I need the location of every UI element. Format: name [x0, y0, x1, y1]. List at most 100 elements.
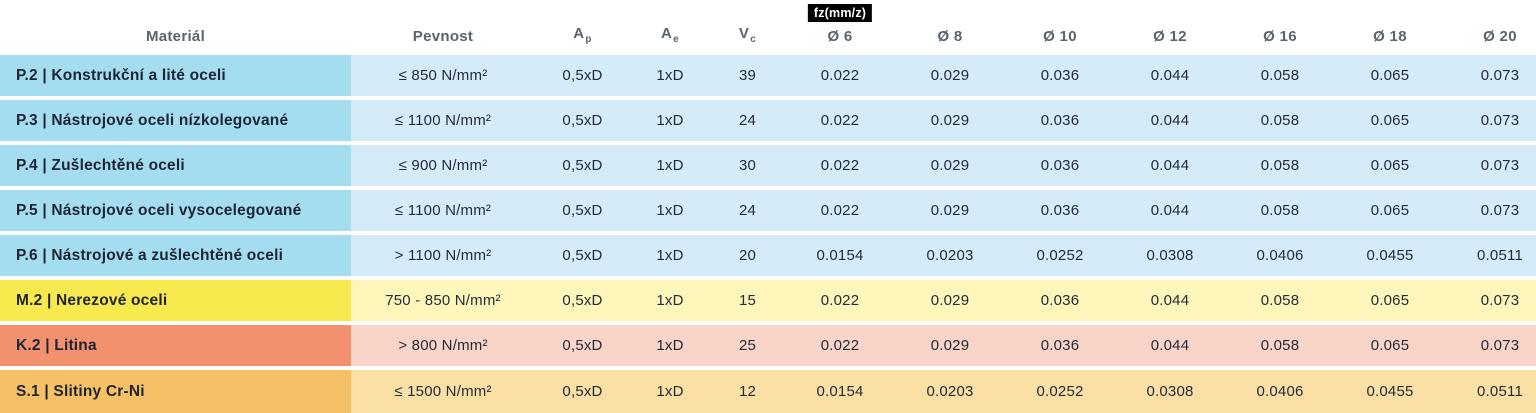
ae-cell: 1xD — [630, 190, 710, 231]
fz-cell-d16: 0.058 — [1225, 190, 1335, 231]
fz-cell-d20: 0.0511 — [1445, 235, 1536, 276]
col-header-d18: Ø 18 — [1373, 28, 1407, 45]
table-row: M.2 | Nerezové oceli 750 - 850 N/mm² 0,5… — [0, 280, 1536, 321]
material-cell: P.2 | Konstrukční a lité oceli — [0, 55, 351, 96]
fz-cell-d16: 0.058 — [1225, 280, 1335, 321]
pevnost-cell: 750 - 850 N/mm² — [351, 280, 535, 321]
fz-cell-d8: 0.029 — [895, 100, 1005, 141]
fz-cell-d12: 0.044 — [1115, 190, 1225, 231]
ap-cell: 0,5xD — [535, 280, 630, 321]
col-header-d12: Ø 12 — [1153, 28, 1187, 45]
vc-cell: 24 — [710, 190, 785, 231]
ap-label: A — [573, 25, 585, 42]
pevnost-cell: ≤ 1100 N/mm² — [351, 190, 535, 231]
fz-cell-d6: 0.022 — [785, 325, 895, 366]
material-cell: P.6 | Nástrojové a zušlechtěné oceli — [0, 235, 351, 276]
pevnost-cell: ≤ 900 N/mm² — [351, 145, 535, 186]
fz-cell-d20: 0.073 — [1445, 55, 1536, 96]
table-body: P.2 | Konstrukční a lité oceli ≤ 850 N/m… — [0, 55, 1536, 413]
vc-label: V — [738, 25, 750, 42]
fz-cell-d20: 0.073 — [1445, 145, 1536, 186]
ap-cell: 0,5xD — [535, 190, 630, 231]
col-header-d16: Ø 16 — [1263, 28, 1297, 45]
ap-subscript: p — [585, 34, 592, 45]
pevnost-cell: > 1100 N/mm² — [351, 235, 535, 276]
fz-cell-d18: 0.065 — [1335, 190, 1445, 231]
table-row: P.6 | Nástrojové a zušlechtěné oceli > 1… — [0, 235, 1536, 276]
vc-cell: 24 — [710, 100, 785, 141]
fz-cell-d6: 0.0154 — [785, 370, 895, 413]
col-header-material: Materiál — [145, 28, 206, 45]
material-cell: K.2 | Litina — [0, 325, 351, 366]
material-cell: S.1 | Slitiny Cr-Ni — [0, 370, 351, 413]
fz-cell-d10: 0.036 — [1005, 190, 1115, 231]
fz-cell-d8: 0.0203 — [895, 235, 1005, 276]
fz-cell-d10: 0.0252 — [1005, 370, 1115, 413]
col-header-d6: fz(mm/z) Ø 6 — [785, 0, 895, 55]
fz-cell-d12: 0.0308 — [1115, 370, 1225, 413]
fz-cell-d18: 0.065 — [1335, 100, 1445, 141]
table-header-row: Materiál Pevnost Ap Ae Vc fz(mm/z) Ø 6 Ø… — [0, 0, 1536, 55]
fz-cell-d16: 0.0406 — [1225, 235, 1335, 276]
ae-cell: 1xD — [630, 280, 710, 321]
fz-cell-d6: 0.022 — [785, 55, 895, 96]
fz-cell-d20: 0.073 — [1445, 190, 1536, 231]
ae-cell: 1xD — [630, 100, 710, 141]
ap-cell: 0,5xD — [535, 100, 630, 141]
fz-cell-d12: 0.044 — [1115, 100, 1225, 141]
fz-cell-d18: 0.065 — [1335, 55, 1445, 96]
ae-label: A — [660, 25, 673, 42]
fz-cell-d18: 0.0455 — [1335, 370, 1445, 413]
d6-label: Ø 6 — [827, 28, 853, 45]
fz-cell-d12: 0.0308 — [1115, 235, 1225, 276]
fz-cell-d20: 0.073 — [1445, 100, 1536, 141]
table-row: P.3 | Nástrojové oceli nízkolegované ≤ 1… — [0, 100, 1536, 141]
fz-cell-d8: 0.029 — [895, 190, 1005, 231]
fz-cell-d16: 0.058 — [1225, 55, 1335, 96]
fz-cell-d16: 0.0406 — [1225, 370, 1335, 413]
vc-cell: 30 — [710, 145, 785, 186]
vc-subscript: c — [750, 34, 757, 45]
fz-cell-d8: 0.029 — [895, 55, 1005, 96]
col-header-d20: Ø 20 — [1483, 28, 1517, 45]
fz-unit-tag: fz(mm/z) — [807, 4, 873, 22]
ap-cell: 0,5xD — [535, 325, 630, 366]
vc-cell: 39 — [710, 55, 785, 96]
table-row: K.2 | Litina > 800 N/mm² 0,5xD 1xD 25 0.… — [0, 325, 1536, 366]
fz-cell-d16: 0.058 — [1225, 145, 1335, 186]
fz-cell-d16: 0.058 — [1225, 100, 1335, 141]
col-header-vc: Vc — [710, 0, 785, 55]
fz-cell-d8: 0.029 — [895, 325, 1005, 366]
fz-cell-d8: 0.029 — [895, 280, 1005, 321]
ae-cell: 1xD — [630, 145, 710, 186]
pevnost-cell: ≤ 850 N/mm² — [351, 55, 535, 96]
table-row: S.1 | Slitiny Cr-Ni ≤ 1500 N/mm² 0,5xD 1… — [0, 370, 1536, 413]
ap-cell: 0,5xD — [535, 55, 630, 96]
ae-subscript: e — [673, 34, 679, 45]
fz-cell-d10: 0.036 — [1005, 280, 1115, 321]
fz-cell-d18: 0.065 — [1335, 145, 1445, 186]
fz-cell-d18: 0.0455 — [1335, 235, 1445, 276]
pevnost-cell: ≤ 1100 N/mm² — [351, 100, 535, 141]
fz-cell-d10: 0.036 — [1005, 100, 1115, 141]
fz-cell-d10: 0.036 — [1005, 145, 1115, 186]
fz-cell-d12: 0.044 — [1115, 280, 1225, 321]
fz-cell-d10: 0.036 — [1005, 55, 1115, 96]
ae-cell: 1xD — [630, 325, 710, 366]
material-cell: P.4 | Zušlechtěné oceli — [0, 145, 351, 186]
ae-cell: 1xD — [630, 370, 710, 413]
fz-cell-d20: 0.073 — [1445, 280, 1536, 321]
fz-cell-d8: 0.029 — [895, 145, 1005, 186]
fz-cell-d6: 0.022 — [785, 190, 895, 231]
material-cell: M.2 | Nerezové oceli — [0, 280, 351, 321]
ap-cell: 0,5xD — [535, 235, 630, 276]
col-header-d8: Ø 8 — [937, 28, 963, 45]
vc-cell: 15 — [710, 280, 785, 321]
material-cell: P.3 | Nástrojové oceli nízkolegované — [0, 100, 351, 141]
col-header-d10: Ø 10 — [1043, 28, 1077, 45]
vc-cell: 20 — [710, 235, 785, 276]
fz-cell-d18: 0.065 — [1335, 280, 1445, 321]
col-header-ae: Ae — [630, 0, 710, 55]
fz-cell-d16: 0.058 — [1225, 325, 1335, 366]
